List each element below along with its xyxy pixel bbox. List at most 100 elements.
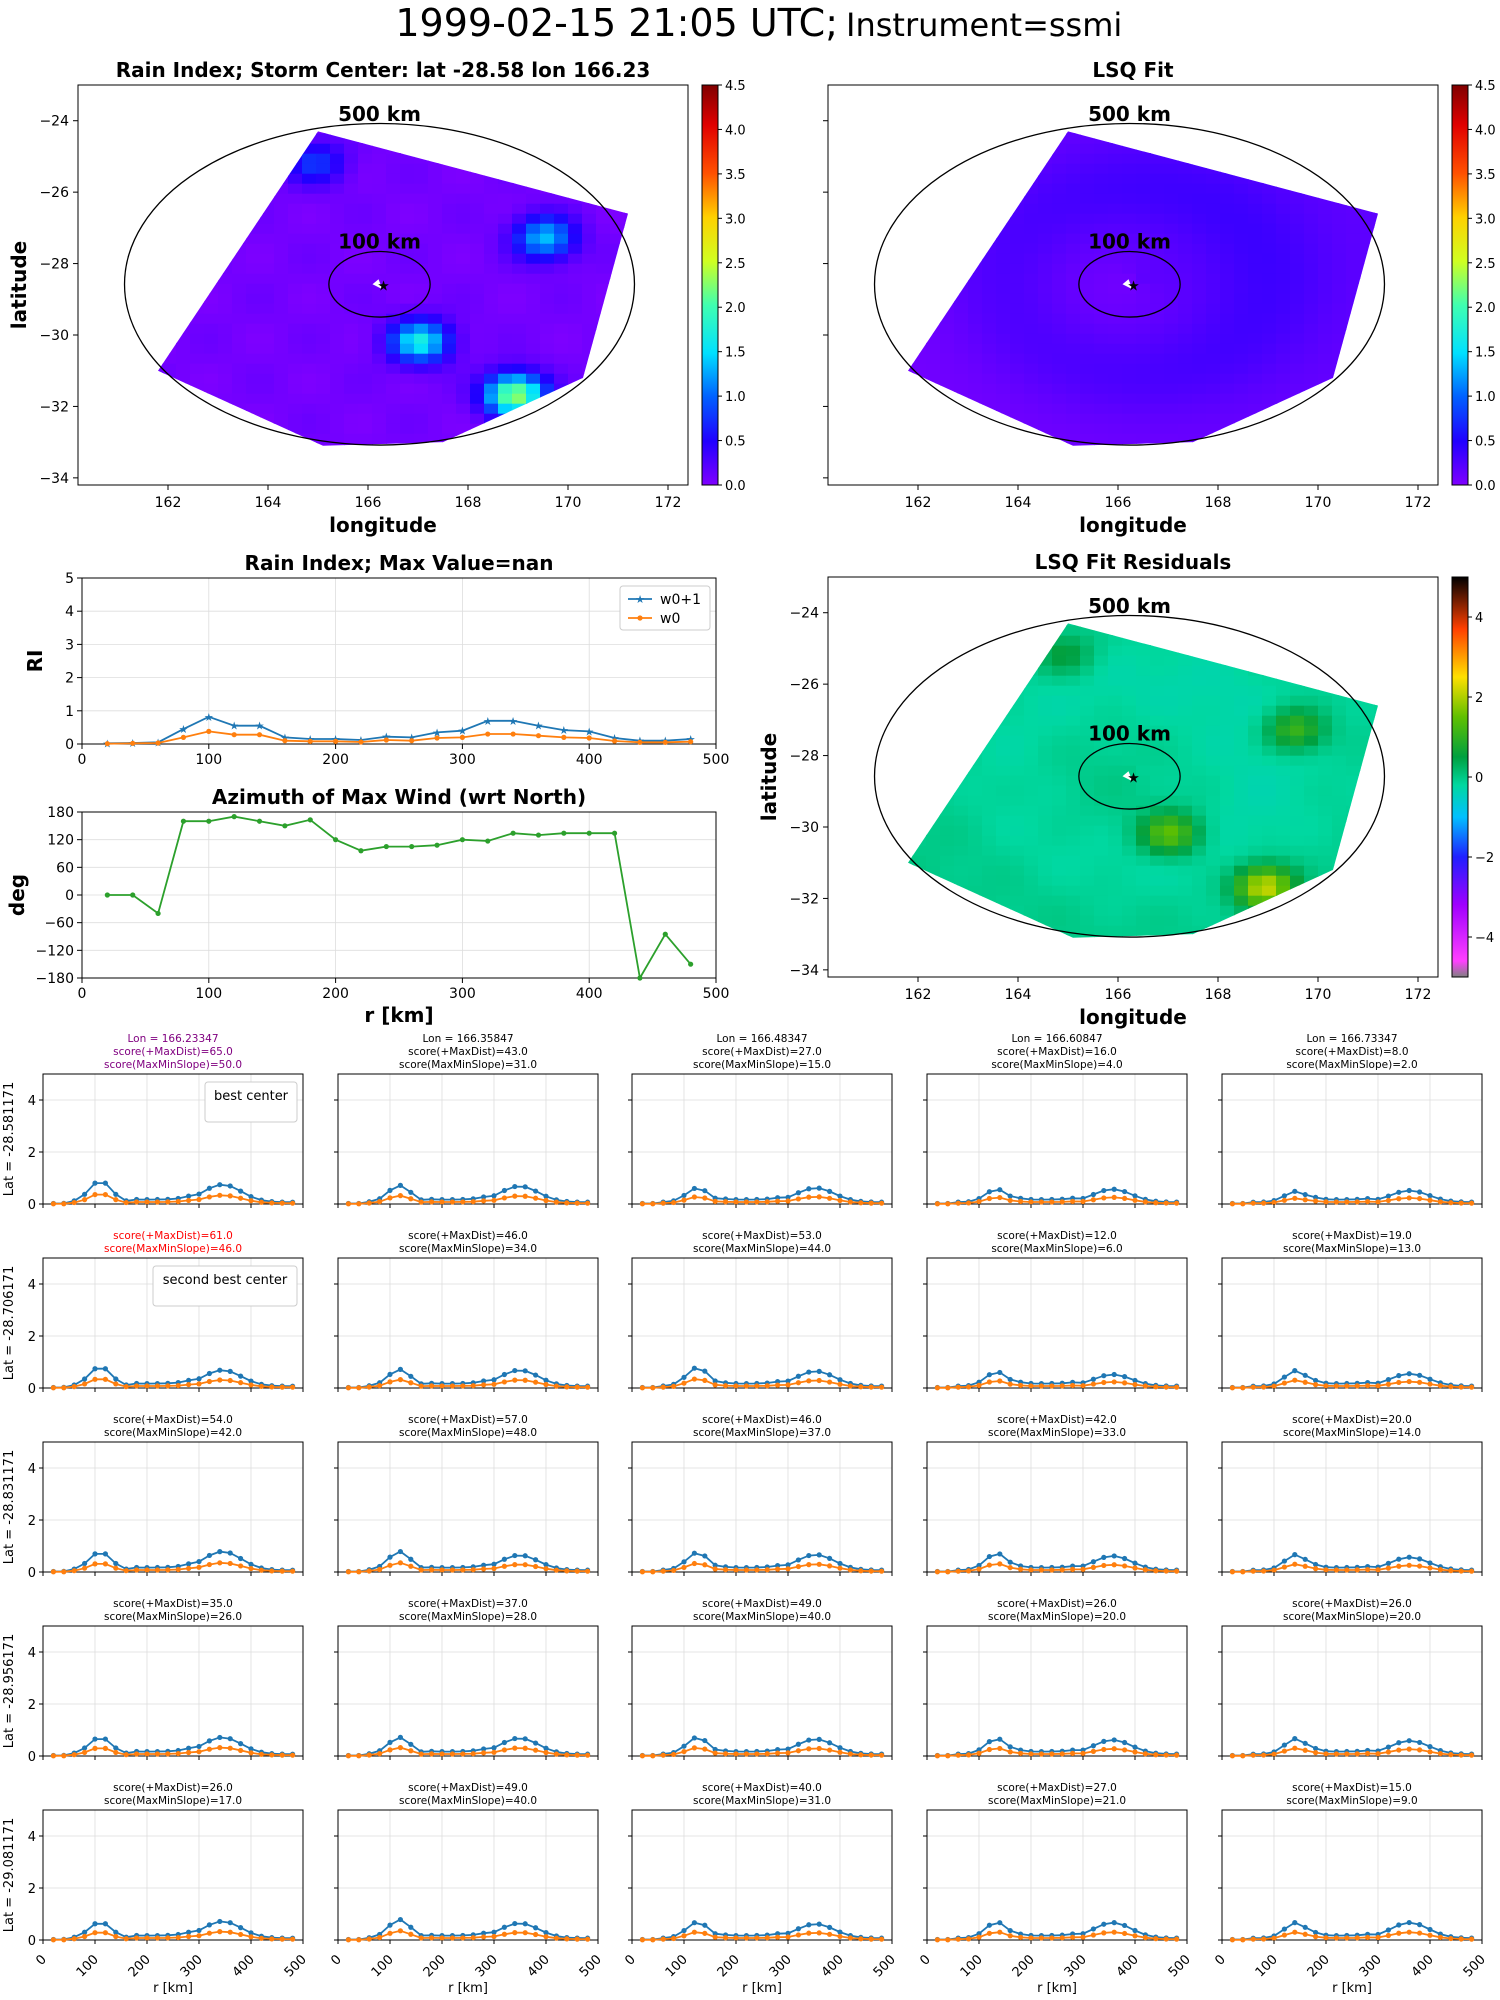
map-cell (1108, 332, 1123, 344)
map-cell (386, 272, 401, 284)
map-cell (1248, 924, 1263, 936)
map-cell (1332, 392, 1347, 404)
map-cell (1164, 924, 1179, 936)
map-cell (1290, 182, 1305, 194)
map-cell (1290, 372, 1305, 384)
map-cell (982, 202, 997, 214)
map-cell (1276, 432, 1291, 444)
map-cell (526, 212, 541, 224)
map-cell (1206, 302, 1221, 314)
map-cell (1374, 934, 1378, 938)
map-cell (190, 342, 205, 354)
map-cell (274, 272, 289, 284)
series-w0-point (333, 738, 339, 744)
legend-label-w0p1: w0+1 (660, 592, 701, 608)
map-cell (316, 302, 331, 314)
series-w0-point (104, 741, 110, 747)
map-cell (1094, 694, 1109, 706)
series-w0-point (986, 1562, 993, 1568)
map-cell (1066, 312, 1081, 324)
map-cell (330, 182, 345, 194)
map-cell (1038, 392, 1053, 404)
series-w0-line (107, 730, 691, 745)
map-cell (1206, 172, 1221, 184)
map-cell (1122, 804, 1137, 816)
map-cell (1332, 704, 1347, 716)
map-cell (954, 131, 969, 134)
map-cell (968, 934, 983, 938)
map-cell (1024, 894, 1039, 906)
map-cell (484, 162, 499, 174)
map-cell (954, 322, 969, 334)
x-axis-label: longitude (1079, 513, 1187, 537)
series-w0-point (997, 1561, 1003, 1567)
map-cell (176, 162, 191, 174)
map-cell (1262, 262, 1277, 274)
map-cell (1262, 834, 1277, 846)
map-cell (1094, 924, 1109, 936)
map-cell (302, 282, 317, 294)
map-cell (908, 924, 913, 936)
map-cell (190, 262, 205, 274)
map-cell (1220, 162, 1235, 174)
map-cell (1276, 784, 1291, 796)
map-cell (968, 212, 983, 224)
series-w0-point (816, 1377, 822, 1384)
map-cell (1248, 894, 1263, 906)
map-cell (982, 684, 997, 696)
map-cell (204, 132, 219, 144)
map-cell (414, 152, 429, 164)
series-w0-point (248, 1198, 254, 1204)
map-cell (1276, 362, 1291, 374)
map-cell (1150, 402, 1165, 414)
series-w0p1-point (522, 1553, 528, 1559)
map-cell (554, 352, 569, 364)
y-tick-label: 0 (28, 1566, 36, 1581)
map-cell (624, 352, 628, 364)
map-cell (982, 654, 997, 666)
map-cell (1136, 232, 1151, 244)
map-cell (1052, 794, 1067, 806)
map-cell (912, 894, 927, 906)
series-w0-point (50, 1569, 57, 1575)
map-cell (190, 422, 205, 434)
map-cell (982, 172, 997, 184)
axes-frame (631, 1257, 893, 1389)
map-cell (414, 412, 429, 424)
map-cell (1164, 202, 1179, 214)
map-cell (1332, 132, 1347, 144)
series-w0-point (123, 1568, 129, 1574)
center-plot-r0-c2: Lon = 166.48347score(+MaxDist)=27.0score… (628, 1033, 893, 1208)
azimuth-series-point (688, 961, 694, 967)
map-cell (1220, 874, 1235, 886)
series-w0-point (248, 1750, 254, 1756)
series-w0p1-point (82, 1560, 88, 1567)
map-cell (1276, 774, 1291, 786)
map-cell (968, 352, 983, 364)
series-w0-point (50, 1385, 57, 1391)
map-cell (1290, 794, 1305, 806)
map-cell (1080, 252, 1095, 264)
map-cell (1206, 874, 1221, 886)
map-cell (158, 292, 163, 304)
map-cell (470, 292, 485, 304)
map-cell (358, 362, 373, 374)
map-cell (982, 222, 997, 234)
azimuth-series-point (662, 931, 668, 937)
map-cell (912, 664, 927, 676)
map-cell (1164, 392, 1179, 404)
range-label-100km: 100 km (338, 229, 421, 253)
series-w0-point (470, 1199, 476, 1205)
map-cell (414, 162, 429, 174)
series-w0-point (491, 1381, 497, 1387)
map-cell (996, 242, 1011, 254)
map-cell (316, 202, 331, 214)
map-cell (1108, 764, 1123, 776)
map-cell (1150, 332, 1165, 344)
series-w0-point (671, 1567, 677, 1574)
map-cell (344, 372, 359, 384)
series-w0p1-point (387, 1187, 393, 1193)
map-cell (526, 222, 541, 234)
map-cell (1192, 272, 1207, 284)
series-w0p1-point (238, 1188, 244, 1194)
